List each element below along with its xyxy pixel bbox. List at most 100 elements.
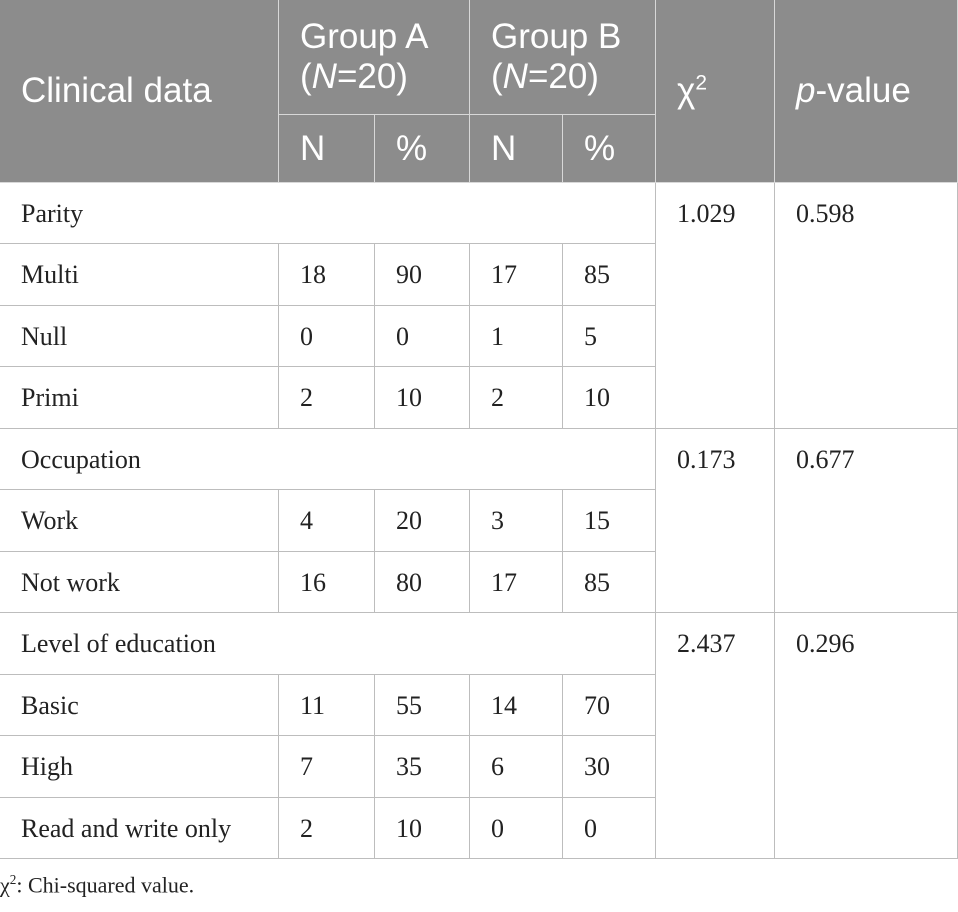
header-text: p-value	[796, 71, 911, 111]
header-text: p	[796, 71, 816, 110]
cell-text: 16	[300, 567, 326, 597]
cell: 0	[279, 305, 375, 368]
cell: 55	[375, 674, 470, 737]
cell: 2.437	[656, 613, 775, 859]
cell-text: 1.029	[677, 199, 736, 228]
header-text: 2	[695, 71, 708, 95]
cell: 10	[375, 367, 470, 429]
cell-text: 90	[396, 260, 422, 290]
header-cell: %	[563, 115, 656, 183]
cell-text: 20	[396, 506, 422, 536]
cell: 85	[563, 244, 656, 306]
cell-text: 17	[491, 567, 517, 597]
header-text: Clinical data	[21, 71, 212, 110]
cell-text: 3	[491, 506, 504, 536]
header-text: N	[300, 128, 326, 168]
cell-text: 2	[300, 383, 313, 413]
footnote-text: : Chi-squared value.	[16, 872, 195, 898]
cell-text: 85	[584, 260, 610, 290]
cell: 7	[279, 736, 375, 798]
cell-text: 17	[491, 260, 517, 290]
cell-text: 4	[300, 506, 313, 536]
header-text: N	[311, 57, 337, 96]
cell-text: High	[21, 752, 73, 782]
cell-text: Not work	[21, 567, 120, 597]
cell: 17	[470, 551, 563, 614]
cell: 2	[470, 367, 563, 429]
cell-text: 35	[396, 752, 422, 782]
header-text: χ	[677, 71, 696, 110]
cell: 0.677	[775, 428, 958, 614]
cell-text: Basic	[21, 690, 79, 720]
cell: 0.296	[775, 613, 958, 859]
header-text: N	[502, 57, 528, 96]
cell: 16	[279, 551, 375, 614]
cell-text: 70	[584, 690, 610, 720]
cell: 20	[375, 490, 470, 552]
cell-text: 0.598	[796, 199, 855, 228]
cell: Work	[0, 490, 279, 552]
cell-text: 10	[584, 383, 610, 413]
cell: 0	[563, 797, 656, 859]
cell: 0	[470, 797, 563, 859]
cell-text: 10	[396, 383, 422, 413]
cell: 5	[563, 305, 656, 368]
cell: 1	[470, 305, 563, 368]
cell-text: Level of education	[21, 629, 216, 659]
header-text: N	[491, 128, 517, 168]
cell-text: Occupation	[21, 444, 141, 474]
header-text: χ2	[677, 71, 707, 111]
cell: 4	[279, 490, 375, 552]
header-cell: %	[375, 115, 470, 183]
header-cell: Clinical data	[0, 0, 279, 183]
cell: Primi	[0, 367, 279, 429]
cell-text: 30	[584, 752, 610, 782]
cell-text: Null	[21, 321, 68, 351]
header-text: Group B (N=20)	[491, 17, 655, 97]
cell-text: 14	[491, 690, 517, 720]
cell: 14	[470, 674, 563, 737]
cell-text: 2.437	[677, 629, 736, 659]
cell: Level of education	[0, 613, 656, 675]
cell-text: 15	[584, 506, 610, 536]
cell: Not work	[0, 551, 279, 614]
cell: Parity	[0, 183, 656, 245]
cell: 15	[563, 490, 656, 552]
cell: 17	[470, 244, 563, 306]
cell: 70	[563, 674, 656, 737]
header-cell: p-value	[775, 0, 958, 183]
cell-text: 5	[584, 321, 597, 351]
cell-text: Parity	[21, 199, 84, 228]
cell-text: 2	[300, 813, 313, 843]
cell: 85	[563, 551, 656, 614]
header-cell: Group B (N=20)	[470, 0, 656, 115]
footnote: χ2: Chi-squared value.	[0, 872, 194, 898]
header-cell: Group A (N=20)	[279, 0, 470, 115]
cell: 10	[375, 797, 470, 859]
cell: Basic	[0, 674, 279, 737]
cell: 0.598	[775, 183, 958, 429]
cell-text: 0	[491, 813, 504, 843]
cell-text: 10	[396, 813, 422, 843]
cell-text: 0.677	[796, 444, 855, 474]
cell-text: Primi	[21, 383, 79, 413]
cell: 0	[375, 305, 470, 368]
cell: 0.173	[656, 428, 775, 614]
cell-text: 85	[584, 567, 610, 597]
cell: 10	[563, 367, 656, 429]
header-text: =20)	[527, 57, 599, 96]
cell: 35	[375, 736, 470, 798]
cell-text: 1	[491, 321, 504, 351]
cell-text: 6	[491, 752, 504, 782]
cell-text: 7	[300, 752, 313, 782]
cell: 1.029	[656, 183, 775, 429]
cell: 3	[470, 490, 563, 552]
header-text: %	[584, 128, 616, 168]
cell: High	[0, 736, 279, 798]
cell: 2	[279, 367, 375, 429]
cell-text: 0.173	[677, 444, 736, 474]
cell-text: Work	[21, 506, 79, 536]
cell-text: 0	[584, 813, 597, 843]
header-text: Group A (N=20)	[300, 17, 469, 97]
